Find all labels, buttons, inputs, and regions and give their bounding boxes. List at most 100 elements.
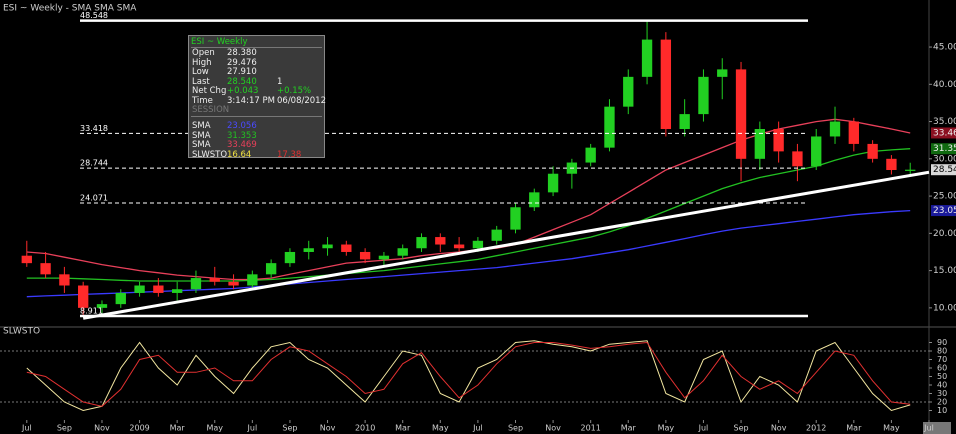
- candle-body: [510, 207, 521, 230]
- info-value: 31.353: [227, 130, 257, 141]
- info-extra: 17.38: [277, 149, 302, 160]
- candle-body: [472, 240, 484, 249]
- candle-body: [59, 274, 70, 286]
- y-tick-label: 70: [937, 355, 947, 364]
- info-label: Open: [192, 48, 215, 58]
- x-tick-label: Mar: [621, 424, 637, 433]
- candle-body: [247, 274, 258, 286]
- x-tick-label: Nov: [320, 424, 336, 433]
- candle-body: [773, 129, 784, 152]
- y-tick-label: 20: [937, 398, 947, 407]
- y-tick-label: 10.00: [933, 303, 956, 313]
- price-tag-label: 28.540: [933, 165, 956, 175]
- info-value: 28.540: [227, 76, 257, 87]
- info-value: 23.056: [227, 121, 257, 131]
- candle-body: [359, 251, 371, 260]
- level-label: 33.418: [80, 124, 108, 133]
- x-tick-label: Nov: [771, 424, 787, 433]
- current-period: [923, 422, 951, 434]
- x-tick-label: Nov: [94, 424, 110, 433]
- candle-body: [453, 244, 465, 249]
- x-tick-label: 2010: [355, 424, 375, 433]
- candle-body: [416, 237, 427, 249]
- level-label: 8.911: [80, 306, 103, 315]
- candle-body: [491, 229, 502, 241]
- x-tick-label: May: [883, 424, 900, 433]
- candle-body: [190, 278, 202, 290]
- x-tick-label: Sep: [508, 424, 523, 433]
- candle-body: [867, 143, 878, 159]
- price-tag-label: 33.469: [933, 128, 956, 138]
- y-tick-label: 30.00: [933, 154, 956, 164]
- x-tick-label: Mar: [846, 424, 862, 433]
- info-label: SLWSTO: [192, 149, 228, 160]
- candle-body: [717, 69, 728, 77]
- x-tick-label: May: [658, 424, 675, 433]
- candle-body: [848, 121, 859, 144]
- y-tick-label: 60: [937, 364, 947, 373]
- price-tag: [931, 127, 956, 139]
- info-extra: 06/08/2012: [277, 95, 326, 106]
- x-tick-label: Jul: [21, 424, 32, 433]
- info-value: 28.380: [227, 48, 257, 58]
- candle-body: [21, 255, 32, 264]
- candle-body: [96, 304, 108, 308]
- info-box: ESI ~ Weekly Open 28.380 High 29.476 Low 27.91…: [188, 35, 326, 160]
- candle-body: [886, 158, 897, 170]
- level-label: 28.744: [80, 159, 108, 168]
- x-tick-label: May: [206, 424, 223, 433]
- y-tick-label: 45.00: [933, 43, 956, 53]
- candle-body: [115, 292, 126, 305]
- candle-body: [378, 255, 390, 260]
- candle-body: [209, 278, 220, 282]
- candle-body: [153, 285, 164, 293]
- x-tick-label: Nov: [545, 424, 561, 433]
- separator: [191, 116, 322, 117]
- y-tick-label: 40.00: [933, 80, 956, 90]
- x-tick-label: Mar: [395, 424, 411, 433]
- candle-body: [435, 237, 446, 245]
- y-tick-label: 15.00: [933, 266, 956, 276]
- trend-line: [82, 170, 930, 320]
- candle-body: [228, 281, 239, 286]
- y-tick-label: 50: [937, 372, 947, 381]
- candle-body: [78, 285, 89, 308]
- separator: [191, 47, 322, 48]
- candle-body: [134, 285, 145, 293]
- candle-body: [641, 39, 653, 77]
- candle-body: [735, 69, 747, 159]
- candle-body: [40, 263, 51, 275]
- price-tag-label: 23.056: [933, 206, 956, 216]
- candle-body: [529, 192, 540, 208]
- price-tag-label: 31.353: [933, 144, 956, 154]
- info-label: Last: [192, 76, 210, 87]
- x-tick-label: 2009: [129, 424, 149, 433]
- price-tag: [931, 164, 956, 176]
- info-value: 33.469: [227, 140, 257, 150]
- candle-body: [679, 114, 690, 130]
- price-tag: [931, 143, 956, 155]
- y-tick-label: 10: [937, 406, 947, 415]
- x-tick-label: Sep: [282, 424, 297, 433]
- info-value: 3:14:17 PM: [227, 95, 275, 106]
- candle-body: [811, 136, 822, 167]
- pane-title: SLWSTO: [3, 327, 40, 337]
- x-tick-label: Sep: [734, 424, 749, 433]
- candle-body: [303, 248, 314, 252]
- y-tick-label: 25.00: [933, 192, 956, 202]
- x-tick-label: Jul: [698, 424, 709, 433]
- y-tick-label: 30: [937, 389, 947, 398]
- info-value: 27.910: [227, 67, 257, 77]
- x-tick-label: 2012: [806, 424, 826, 433]
- line: [26, 341, 911, 407]
- candle-body: [905, 169, 916, 171]
- y-tick-label: 35.00: [933, 117, 956, 127]
- candle-body: [623, 76, 634, 107]
- info-value: 16.64: [227, 149, 252, 160]
- candle-body: [660, 39, 672, 130]
- price-tag: [931, 205, 956, 217]
- info-label: Net Chg: [192, 86, 227, 96]
- candle-body: [829, 121, 841, 137]
- y-tick-label: 40: [937, 381, 947, 390]
